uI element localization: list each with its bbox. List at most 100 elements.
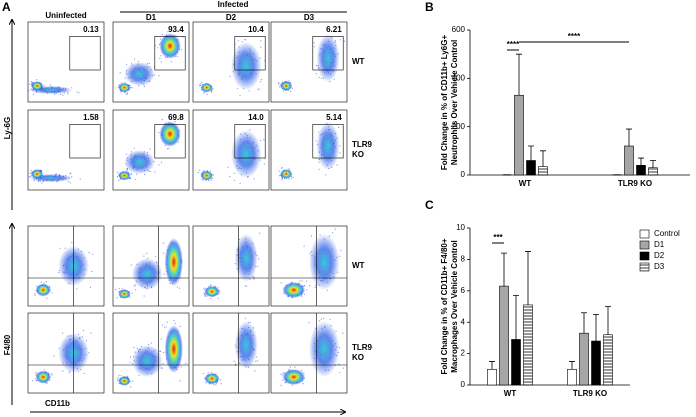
event-dot	[339, 371, 341, 373]
event-dot	[162, 363, 164, 365]
error-bar	[513, 295, 519, 340]
event-dot	[326, 289, 328, 291]
y-axis-label: F4/80	[3, 334, 12, 355]
event-dot	[178, 287, 181, 289]
event-dot	[163, 273, 165, 275]
gate	[312, 124, 344, 159]
event-dot	[170, 61, 172, 63]
event-dot	[118, 288, 120, 290]
event-dot	[220, 383, 222, 385]
event-dot	[168, 147, 170, 149]
event-dot	[118, 374, 120, 376]
bar	[579, 332, 589, 386]
event-dot	[91, 270, 93, 273]
bar	[511, 339, 521, 386]
density-blob	[124, 62, 155, 86]
event-dot	[332, 232, 334, 234]
event-dot	[245, 285, 248, 287]
event-dot	[209, 170, 212, 172]
event-dot	[211, 90, 213, 92]
event-dot	[301, 369, 303, 372]
event-dot	[60, 93, 62, 95]
event-dot	[40, 281, 43, 283]
density-blob	[159, 121, 181, 147]
event-dot	[88, 251, 90, 254]
flow-plot	[112, 312, 190, 394]
bar	[636, 165, 646, 176]
gate-percentage: 69.8	[168, 113, 184, 122]
event-dot	[163, 352, 165, 354]
event-dot	[210, 284, 212, 286]
event-dot	[180, 366, 182, 368]
event-dot	[259, 139, 262, 142]
y-tick-label: 200	[452, 122, 466, 131]
error-bar	[569, 361, 575, 370]
density-blob	[280, 81, 293, 91]
event-dot	[173, 320, 175, 322]
event-dot	[136, 347, 138, 349]
event-dot	[282, 379, 284, 381]
event-dot	[161, 118, 163, 121]
event-dot	[163, 252, 165, 254]
event-dot	[212, 177, 214, 179]
y-axis-label: Macrophages Over Vehicle Control	[450, 240, 459, 372]
event-dot	[160, 161, 163, 163]
event-dot	[53, 355, 55, 357]
row-label: TLR9	[352, 343, 373, 352]
significance-label: ****	[507, 40, 520, 49]
density-blob	[200, 170, 213, 181]
flow-plot	[112, 225, 190, 307]
event-dot	[204, 294, 206, 296]
event-dot	[291, 87, 294, 89]
bar	[487, 368, 497, 386]
event-dot	[211, 371, 213, 373]
event-dot	[199, 83, 201, 85]
event-dot	[255, 360, 257, 362]
event-dot	[319, 320, 321, 322]
event-dot	[279, 86, 281, 88]
event-dot	[148, 62, 150, 64]
event-dot	[158, 131, 160, 134]
event-dot	[130, 264, 132, 266]
event-dot	[339, 39, 341, 41]
gate	[154, 124, 186, 159]
event-dot	[29, 83, 31, 85]
event-dot	[154, 171, 156, 173]
event-dot	[130, 173, 132, 175]
event-dot	[116, 297, 118, 299]
event-dot	[253, 278, 255, 280]
event-dot	[34, 294, 36, 296]
event-dot	[144, 173, 146, 176]
event-dot	[50, 373, 52, 375]
event-dot	[310, 235, 312, 237]
flow-plot: 0.13	[27, 21, 105, 103]
event-dot	[143, 85, 145, 87]
bar	[514, 94, 524, 176]
panel-label: C	[425, 198, 434, 212]
error-bar	[650, 160, 656, 168]
event-dot	[51, 374, 53, 376]
event-dot	[211, 178, 213, 180]
event-dot	[71, 87, 73, 89]
y-axis-label: Ly-6G	[3, 117, 12, 139]
event-dot	[59, 247, 61, 249]
event-dot	[166, 321, 168, 323]
event-dot	[203, 293, 205, 295]
event-dot	[126, 93, 128, 95]
event-dot	[201, 81, 203, 83]
event-dot	[129, 178, 131, 180]
event-dot	[121, 287, 123, 289]
event-dot	[32, 93, 35, 95]
event-dot	[58, 272, 60, 274]
event-dot	[239, 95, 241, 97]
event-dot	[178, 141, 180, 143]
event-dot	[280, 282, 282, 284]
event-dot	[134, 58, 136, 60]
event-dot	[329, 318, 331, 320]
event-dot	[129, 296, 131, 298]
event-dot	[278, 83, 280, 85]
density-blob	[309, 234, 340, 290]
flow-plot: 93.4	[112, 21, 190, 103]
density-blob	[31, 169, 44, 179]
flow-plot: 14.0	[192, 109, 270, 191]
